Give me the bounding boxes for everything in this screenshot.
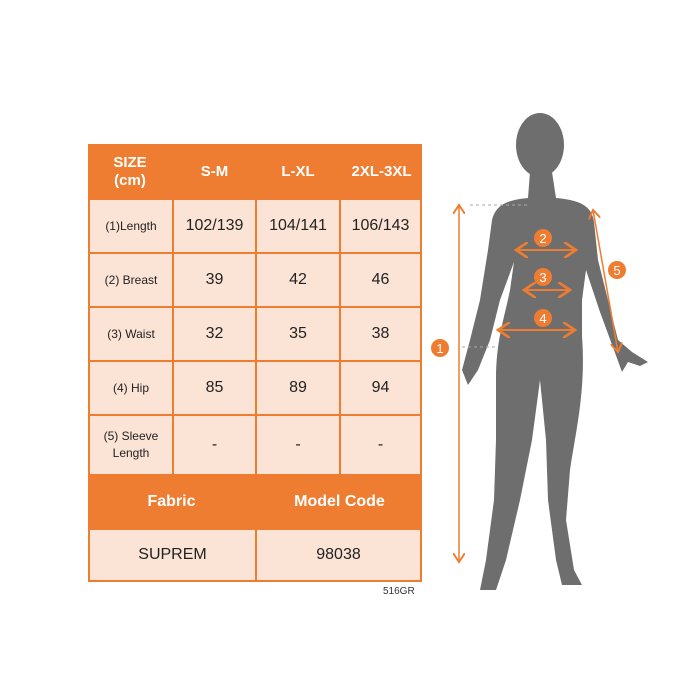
row-label: (5) Sleeve Length [90, 416, 172, 474]
row-label: (1)Length [90, 200, 172, 252]
header-size: SIZE (cm) [113, 153, 147, 189]
marker-circle-4 [534, 309, 552, 327]
row-label: (4) Hip [90, 362, 172, 414]
row-value: 32 [174, 308, 255, 360]
row-value: - [174, 416, 255, 474]
marker-circle-5 [608, 261, 626, 279]
model-code-header: Model Code [294, 493, 385, 510]
marker-label-2: 2 [539, 231, 546, 246]
row-value: 89 [257, 362, 339, 414]
row-value: - [257, 416, 339, 474]
fabric-header: Fabric [147, 493, 196, 510]
size-chart-table: SIZE (cm) S-M L-XL 2XL-3XL (1)Length 102/… [88, 144, 422, 582]
row-value: 106/143 [341, 200, 420, 252]
row-value: 94 [341, 362, 420, 414]
product-code: 516GR [383, 586, 415, 597]
row-value: 38 [341, 308, 420, 360]
row-value: 104/141 [257, 200, 339, 252]
header-l-xl: L-XL [281, 163, 315, 180]
marker-circle-1 [431, 339, 449, 357]
row-label: (2) Breast [90, 254, 172, 306]
row-value: 42 [257, 254, 339, 306]
marker-label-5: 5 [613, 263, 620, 278]
row-value: 46 [341, 254, 420, 306]
row-value: 39 [174, 254, 255, 306]
fabric-value: SUPREM [90, 530, 255, 580]
row-value: 85 [174, 362, 255, 414]
row-value: - [341, 416, 420, 474]
row-value: 102/139 [174, 200, 255, 252]
marker-label-3: 3 [539, 270, 546, 285]
header-2xl-3xl: 2XL-3XL [351, 163, 412, 180]
marker-circle-3 [534, 268, 552, 286]
sleeve-arrow [593, 210, 618, 352]
header-s-m: S-M [200, 163, 229, 180]
marker-circle-2 [534, 229, 552, 247]
silhouette [462, 113, 648, 590]
model-code-value: 98038 [257, 530, 420, 580]
marker-label-1: 1 [436, 341, 443, 356]
row-label: (3) Waist [90, 308, 172, 360]
row-value: 35 [257, 308, 339, 360]
marker-label-4: 4 [539, 311, 546, 326]
